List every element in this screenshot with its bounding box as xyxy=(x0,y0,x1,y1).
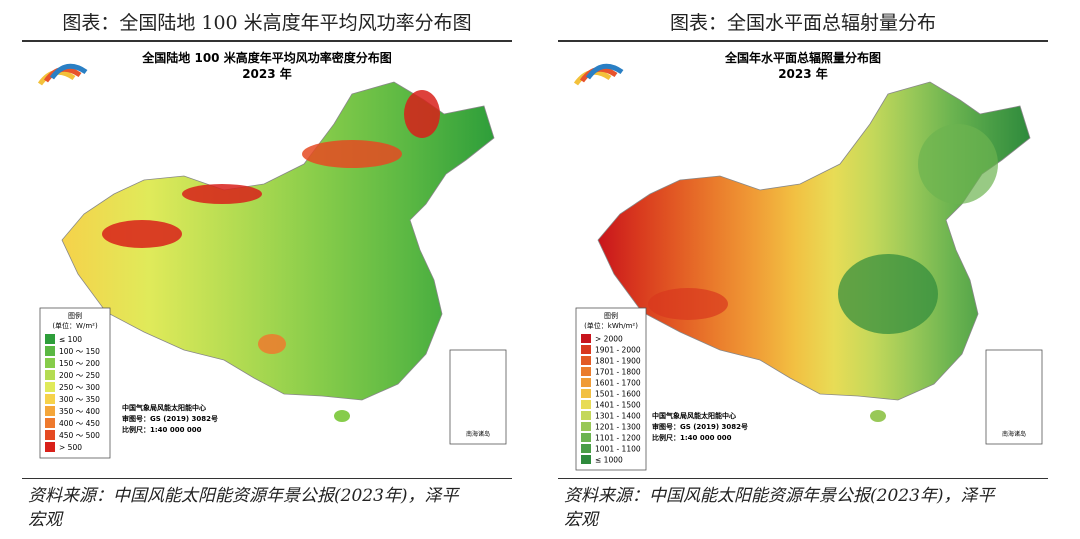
legend-label: 1101 - 1200 xyxy=(595,434,641,443)
rule xyxy=(558,40,1048,42)
legend-swatch xyxy=(45,430,55,440)
legend-title: 图例 xyxy=(604,311,618,320)
legend-label: ≤ 1000 xyxy=(595,456,623,465)
legend-swatch xyxy=(581,411,591,420)
legend-swatch xyxy=(581,422,591,431)
legend-unit: (单位：kWh/m²) xyxy=(584,321,638,330)
rule xyxy=(558,478,1048,479)
rule xyxy=(22,478,512,479)
legend-label: > 2000 xyxy=(595,335,623,344)
legend-label: 1001 - 1100 xyxy=(595,445,641,454)
legend-label: 350 ～ 400 xyxy=(59,407,100,416)
legend-label: ≤ 100 xyxy=(59,335,82,344)
radiation-area xyxy=(838,254,938,334)
credit: 审图号：GS (2019) 3082号 xyxy=(652,422,748,431)
logo xyxy=(49,63,88,80)
legend-swatch xyxy=(581,400,591,409)
legend-swatch xyxy=(581,356,591,365)
legend-label: 200 ～ 250 xyxy=(59,371,100,380)
legend-swatch xyxy=(581,444,591,453)
legend-swatch xyxy=(45,358,55,368)
legend-swatch xyxy=(45,418,55,428)
legend-swatch xyxy=(45,406,55,416)
legend-swatch xyxy=(581,334,591,343)
legend-label: 1401 - 1500 xyxy=(595,401,641,410)
legend-swatch xyxy=(45,394,55,404)
inset-label: 南海诸岛 xyxy=(1002,430,1026,438)
legend-label: 300 ～ 350 xyxy=(59,395,100,404)
legend-swatch xyxy=(581,389,591,398)
radiation-area xyxy=(918,124,998,204)
high-wind-area xyxy=(302,140,402,168)
legend-unit: (单位：W/m²) xyxy=(52,321,98,330)
legend-title: 图例 xyxy=(68,311,82,320)
legend-swatch xyxy=(45,334,55,344)
high-wind-area xyxy=(258,334,286,354)
legend-label: > 500 xyxy=(59,443,82,452)
legend-swatch xyxy=(45,370,55,380)
legend-label: 1801 - 1900 xyxy=(595,357,641,366)
inset-label: 南海诸岛 xyxy=(466,430,490,438)
source-note: 资料来源：中国风能太阳能资源年景公报(2023年)，泽平宏观 xyxy=(564,486,995,530)
credit: 比例尺：1:40 000 000 xyxy=(122,425,202,434)
legend-swatch xyxy=(45,442,55,452)
legend-swatch xyxy=(581,433,591,442)
legend-swatch xyxy=(45,346,55,356)
rule xyxy=(22,40,512,42)
legend-label: 1501 - 1600 xyxy=(595,390,641,399)
figure: 图表：全国陆地 100 米高度年平均风功率分布图 全国陆地 100 米高度年平均… xyxy=(22,0,512,539)
island xyxy=(870,410,886,422)
figure: 图表：全国水平面总辐射量分布 全国年水平面总辐照量分布图 2023 年南海诸岛 图例… xyxy=(558,0,1048,539)
island xyxy=(334,410,350,422)
source-note: 资料来源：中国风能太阳能资源年景公报(2023年)，泽平宏观 xyxy=(28,486,459,530)
legend-label: 1701 - 1800 xyxy=(595,368,641,377)
legend-label: 1301 - 1400 xyxy=(595,412,641,421)
legend-swatch xyxy=(45,382,55,392)
legend-label: 400 ～ 450 xyxy=(59,419,100,428)
high-wind-area xyxy=(102,220,182,248)
legend-label: 100 ～ 150 xyxy=(59,347,100,356)
inset-frame xyxy=(449,349,507,445)
inset-frame xyxy=(985,349,1043,445)
legend-swatch xyxy=(581,455,591,464)
credit: 审图号：GS (2019) 3082号 xyxy=(122,414,218,423)
logo xyxy=(585,63,624,80)
map-year: 2023 年 xyxy=(778,66,828,81)
legend-label: 1201 - 1300 xyxy=(595,423,641,432)
map-year: 2023 年 xyxy=(242,66,292,81)
credit: 比例尺：1:40 000 000 xyxy=(652,433,732,442)
radiation-area xyxy=(648,288,728,320)
high-wind-area xyxy=(404,90,440,138)
figure-title: 图表：全国水平面总辐射量分布 xyxy=(669,12,936,34)
legend-swatch xyxy=(581,378,591,387)
map-title: 全国陆地 100 米高度年平均风功率密度分布图 xyxy=(141,50,391,65)
high-wind-area xyxy=(182,184,262,204)
legend-label: 450 ～ 500 xyxy=(59,431,100,440)
legend-label: 250 ～ 300 xyxy=(59,383,100,392)
legend-swatch xyxy=(581,367,591,376)
legend-label: 1901 - 2000 xyxy=(595,346,641,355)
legend-label: 150 ～ 200 xyxy=(59,359,100,368)
credit: 中国气象局风能太阳能中心 xyxy=(122,403,206,412)
figure-title: 图表：全国陆地 100 米高度年平均风功率分布图 xyxy=(62,12,472,34)
legend-label: 1601 - 1700 xyxy=(595,379,641,388)
legend-swatch xyxy=(581,345,591,354)
credit: 中国气象局风能太阳能中心 xyxy=(652,411,736,420)
map-title: 全国年水平面总辐照量分布图 xyxy=(724,50,881,65)
